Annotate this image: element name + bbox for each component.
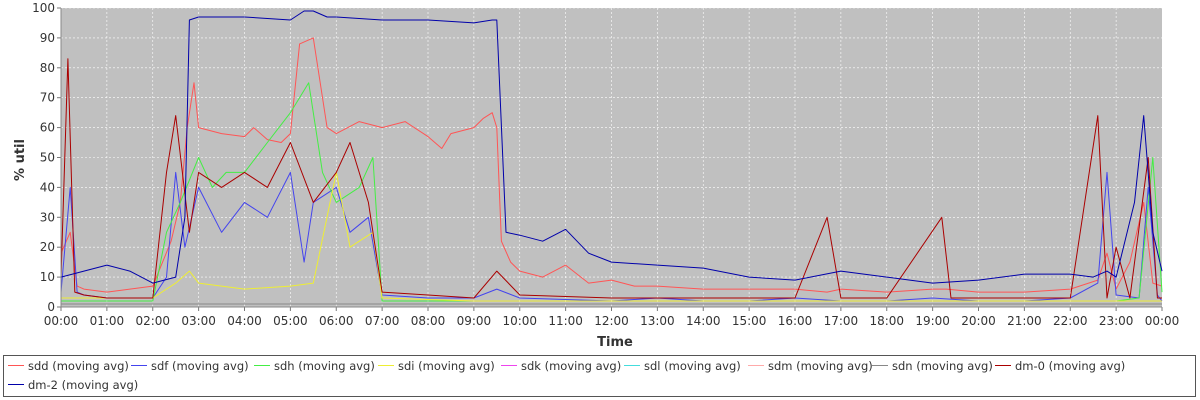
x-tick-label: 07:00 [365, 314, 400, 328]
legend-label: sdn (moving avg) [892, 359, 993, 373]
x-tick-label: 06:00 [319, 314, 354, 328]
legend-swatch [8, 384, 24, 385]
y-tick-label: 90 [40, 31, 55, 45]
y-tick-label: 50 [40, 151, 55, 165]
legend-label: dm-2 (moving avg) [28, 378, 139, 392]
legend-label: sdl (moving avg) [644, 359, 741, 373]
grid-lines [61, 7, 1162, 307]
legend-item: sdl (moving avg) [624, 359, 741, 375]
legend-item: sdm (moving avg) [748, 359, 873, 375]
x-tick-label: 04:00 [227, 314, 262, 328]
legend-swatch [872, 365, 888, 366]
y-tick-label: 60 [40, 121, 55, 135]
x-tick-label: 16:00 [778, 314, 813, 328]
legend-swatch [624, 365, 640, 366]
x-tick-label: 01:00 [90, 314, 125, 328]
y-tick-label: 70 [40, 91, 55, 105]
series-line-9 [60, 10, 1163, 284]
legend-item: dm-2 (moving avg) [8, 378, 138, 394]
x-tick-label: 05:00 [273, 314, 308, 328]
x-tick-label: 03:00 [181, 314, 216, 328]
x-tick-label: 08:00 [411, 314, 446, 328]
legend-label: dm-0 (moving avg) [1015, 359, 1126, 373]
legend-item: sdd (moving avg) [8, 359, 129, 375]
x-tick-label: 22:00 [1053, 314, 1088, 328]
series-line-1 [60, 171, 1163, 302]
x-tick-label: 09:00 [457, 314, 492, 328]
x-tick-label: 12:00 [594, 314, 629, 328]
utilization-chart: 0 10 20 30 40 50 60 70 80 90 100 00:00 01:00 02:00 03… [13, 1, 1180, 350]
legend-label: sdf (moving avg) [151, 359, 249, 373]
legend-label: sdm (moving avg) [768, 359, 873, 373]
y-tick-label: 40 [40, 180, 55, 194]
x-tick-label: 11:00 [548, 314, 583, 328]
y-tick-label: 100 [32, 1, 55, 15]
x-tick-label: 00:00 [1145, 314, 1180, 328]
legend-item: sdh (moving avg) [254, 359, 375, 375]
legend-label: sdi (moving avg) [398, 359, 495, 373]
series-line-8 [60, 58, 1162, 299]
legend-swatch [501, 365, 517, 366]
x-tick-label: 18:00 [869, 314, 904, 328]
legend-item: sdi (moving avg) [378, 359, 495, 375]
legend-label: sdh (moving avg) [274, 359, 375, 373]
series-line-0 [60, 37, 1163, 293]
x-tick-label: 19:00 [915, 314, 950, 328]
x-tick-label: 00:00 [44, 314, 79, 328]
y-tick-label: 0 [47, 300, 55, 314]
legend-label: sdd (moving avg) [28, 359, 129, 373]
series-layer [60, 10, 1163, 305]
x-tick-label: 10:00 [502, 314, 537, 328]
legend-swatch [995, 365, 1011, 366]
x-tick-label: 15:00 [732, 314, 767, 328]
legend-swatch [378, 365, 394, 366]
legend: sdd (moving avg) sdf (moving avg) sdh (mov… [3, 355, 1196, 397]
y-axis-title: % util [13, 139, 28, 181]
legend-swatch [748, 365, 764, 366]
legend-swatch [254, 365, 270, 366]
x-tick-label: 17:00 [824, 314, 859, 328]
legend-item: sdf (moving avg) [131, 359, 249, 375]
x-axis-ticks: 00:00 01:00 02:00 03:00 04:00 05:00 06:00 07:00… [44, 306, 1180, 328]
x-tick-label: 20:00 [961, 314, 996, 328]
legend-item: sdn (moving avg) [872, 359, 993, 375]
legend-item: dm-0 (moving avg) [995, 359, 1125, 375]
y-axis-ticks: 0 10 20 30 40 50 60 70 80 90 100 [32, 1, 62, 314]
x-tick-label: 21:00 [1007, 314, 1042, 328]
legend-swatch [131, 365, 147, 366]
x-axis-title: Time [597, 335, 633, 350]
y-tick-label: 30 [40, 210, 55, 224]
x-tick-label: 13:00 [640, 314, 675, 328]
x-tick-label: 23:00 [1099, 314, 1134, 328]
x-tick-label: 14:00 [686, 314, 721, 328]
x-tick-label: 02:00 [135, 314, 170, 328]
y-tick-label: 80 [40, 61, 55, 75]
legend-label: sdk (moving avg) [521, 359, 622, 373]
y-tick-label: 20 [40, 240, 55, 254]
legend-item: sdk (moving avg) [501, 359, 621, 375]
legend-swatch [8, 365, 24, 366]
y-tick-label: 10 [40, 270, 55, 284]
